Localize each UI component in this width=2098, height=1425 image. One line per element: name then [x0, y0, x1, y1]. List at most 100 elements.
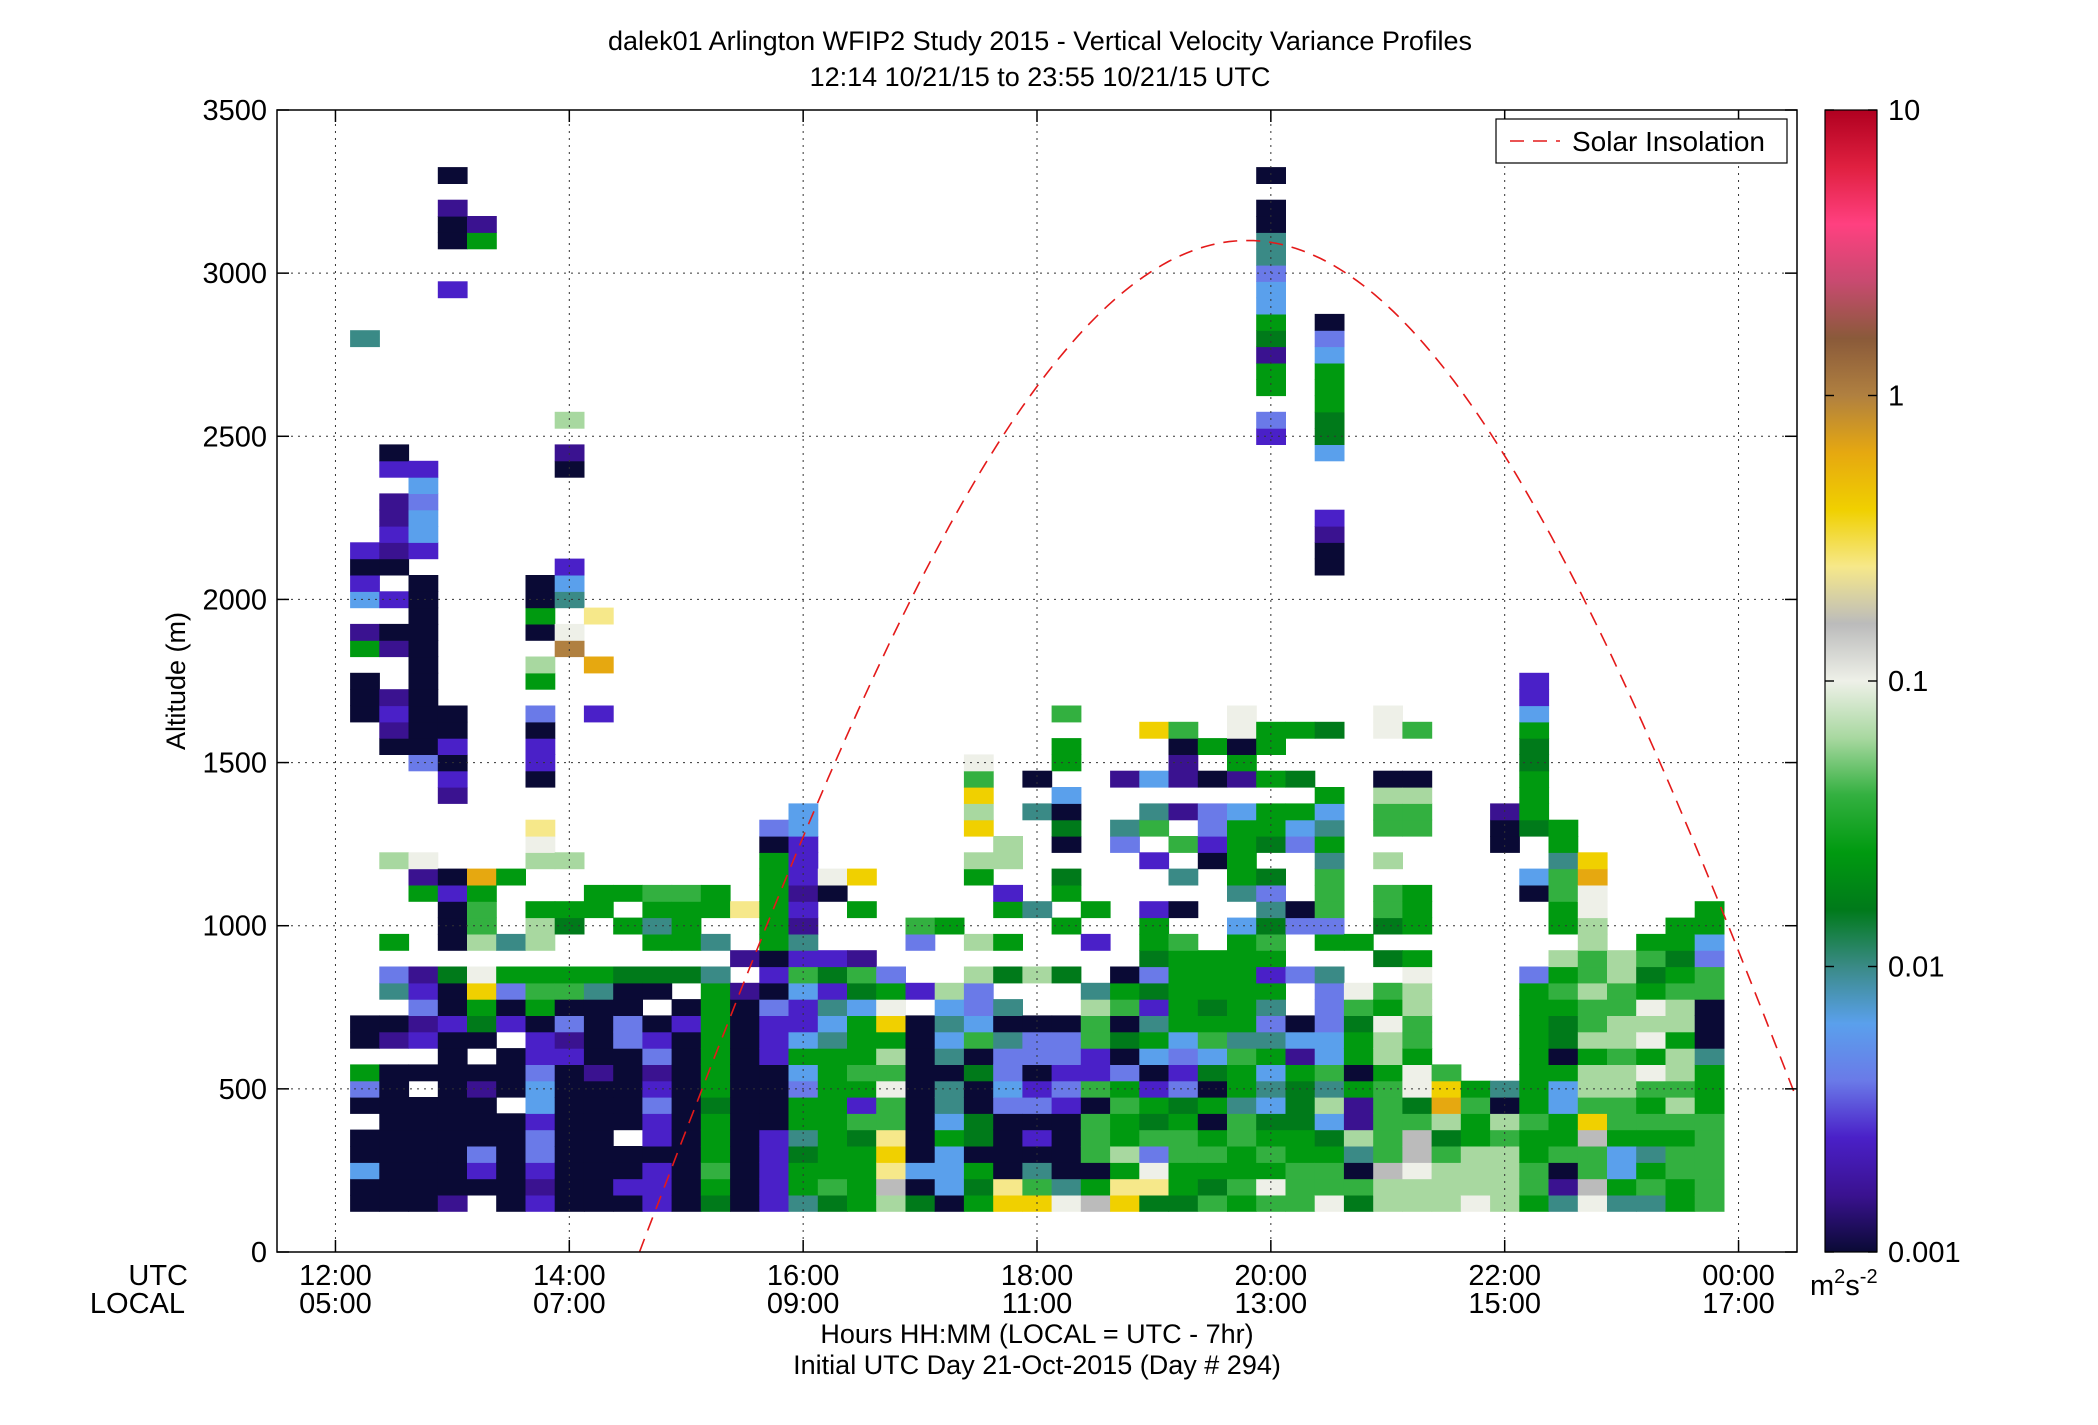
heatmap-cell: [1373, 803, 1403, 821]
heatmap-cell: [905, 1048, 936, 1065]
heatmap-cell: [350, 705, 380, 723]
heatmap-cell: [554, 1064, 585, 1082]
heatmap-cell: [1110, 1048, 1140, 1065]
x-row-label-local: LOCAL: [90, 1288, 185, 1320]
heatmap-cell: [1080, 933, 1111, 951]
heatmap-cell: [1139, 950, 1170, 968]
colorbar-tick-label: 10: [1888, 95, 1920, 127]
heatmap-cell: [467, 1064, 497, 1082]
heatmap-cell: [554, 623, 585, 641]
heatmap-cell: [1110, 1146, 1140, 1163]
heatmap-cell: [467, 1178, 497, 1196]
heatmap-cell: [1548, 1080, 1579, 1098]
heatmap-cell: [963, 1064, 994, 1082]
heatmap-cell: [788, 1113, 819, 1131]
heatmap-cell: [730, 1080, 760, 1098]
heatmap-cell: [1139, 1080, 1170, 1098]
heatmap-cell: [467, 1097, 497, 1114]
heatmap-cell: [408, 1097, 439, 1114]
heatmap-cell: [905, 1097, 936, 1114]
heatmap-cell: [408, 509, 439, 527]
heatmap-cell: [1577, 901, 1608, 919]
heatmap-cell: [1256, 411, 1286, 429]
heatmap-cell: [1314, 868, 1345, 886]
heatmap-cell: [1168, 966, 1199, 984]
heatmap-cell: [1168, 770, 1199, 788]
heatmap-cell: [788, 1178, 819, 1196]
heatmap-cell: [1227, 1048, 1257, 1065]
heatmap-cell: [1577, 982, 1608, 1000]
heatmap-cell: [437, 1048, 468, 1065]
heatmap-cell: [1051, 966, 1082, 984]
heatmap-cell: [759, 1113, 790, 1131]
heatmap-cell: [847, 999, 877, 1016]
heatmap-cell: [730, 1194, 760, 1212]
heatmap-cell: [1227, 1162, 1257, 1180]
heatmap-cell: [1227, 738, 1257, 755]
heatmap-cell: [700, 1031, 731, 1049]
heatmap-cell: [905, 1194, 936, 1212]
heatmap-cell: [1665, 1048, 1696, 1065]
heatmap-cell: [1402, 1129, 1433, 1147]
y-tick-labels: 0 500 1000 1500 2000 2500 3000 3500: [202, 95, 267, 1269]
heatmap-cell: [1519, 770, 1550, 788]
heatmap-cell: [1343, 1080, 1374, 1098]
heatmap-cell: [379, 1178, 410, 1196]
heatmap-cell: [700, 1113, 731, 1131]
heatmap-cell: [1314, 1146, 1345, 1163]
heatmap-cell: [1694, 1113, 1725, 1131]
heatmap-cell: [700, 1097, 731, 1114]
heatmap-cell: [350, 1031, 380, 1049]
heatmap-cell: [1373, 982, 1403, 1000]
heatmap-cell: [1460, 1194, 1491, 1212]
heatmap-cell: [671, 1097, 702, 1114]
heatmap-cell: [437, 738, 468, 755]
heatmap-cell: [730, 982, 760, 1000]
x-row-label-utc: UTC: [128, 1260, 188, 1292]
heatmap-cell: [700, 1015, 731, 1033]
heatmap-cell: [788, 1064, 819, 1082]
heatmap-cell: [1343, 1146, 1374, 1163]
heatmap-cell: [613, 982, 643, 1000]
heatmap-cell: [1285, 836, 1316, 853]
heatmap-cell: [496, 1015, 526, 1033]
heatmap-cell: [1402, 1048, 1433, 1065]
heatmap-cell: [1110, 966, 1140, 984]
heatmap-cell: [1197, 966, 1228, 984]
heatmap-cell: [525, 836, 556, 853]
heatmap-cell: [1314, 1097, 1345, 1114]
heatmap-cell: [1402, 1146, 1433, 1163]
heatmap-cell: [1343, 982, 1374, 1000]
heatmap-cell: [817, 868, 848, 886]
heatmap-cell: [408, 1064, 439, 1082]
heatmap-cell: [496, 1162, 526, 1180]
heatmap-cell: [993, 1194, 1023, 1212]
heatmap-cell: [379, 1113, 410, 1131]
heatmap-cell: [1256, 216, 1286, 233]
heatmap-cell: [467, 1113, 497, 1131]
heatmap-cell: [379, 1162, 410, 1180]
heatmap-cell: [437, 705, 468, 723]
heatmap-cell: [1402, 1097, 1433, 1114]
chart-subtitle: 12:14 10/21/15 to 23:55 10/21/15 UTC: [810, 62, 1271, 92]
heatmap-cell: [1577, 950, 1608, 968]
heatmap-cell: [1110, 1015, 1140, 1033]
heatmap-cell: [1051, 917, 1082, 935]
heatmap-cell: [467, 1031, 497, 1049]
heatmap-cell: [905, 1146, 936, 1163]
heatmap-cell: [1665, 1080, 1696, 1098]
heatmap-cell: [408, 982, 439, 1000]
x-tick-label-utc: 22:00: [1468, 1260, 1541, 1292]
heatmap-cell: [788, 1015, 819, 1033]
heatmap-cell: [583, 999, 614, 1016]
heatmap-cell: [1168, 721, 1199, 739]
heatmap-cell: [1402, 1194, 1433, 1212]
heatmap-cell: [642, 1064, 673, 1082]
heatmap-cell: [1490, 1178, 1520, 1196]
heatmap-cell: [1402, 819, 1433, 837]
heatmap-cell: [993, 1031, 1023, 1049]
heatmap-cell: [876, 1129, 906, 1147]
heatmap-cell: [1080, 1194, 1111, 1212]
heatmap-cell: [1314, 721, 1345, 739]
heatmap-cell: [1168, 1064, 1199, 1082]
